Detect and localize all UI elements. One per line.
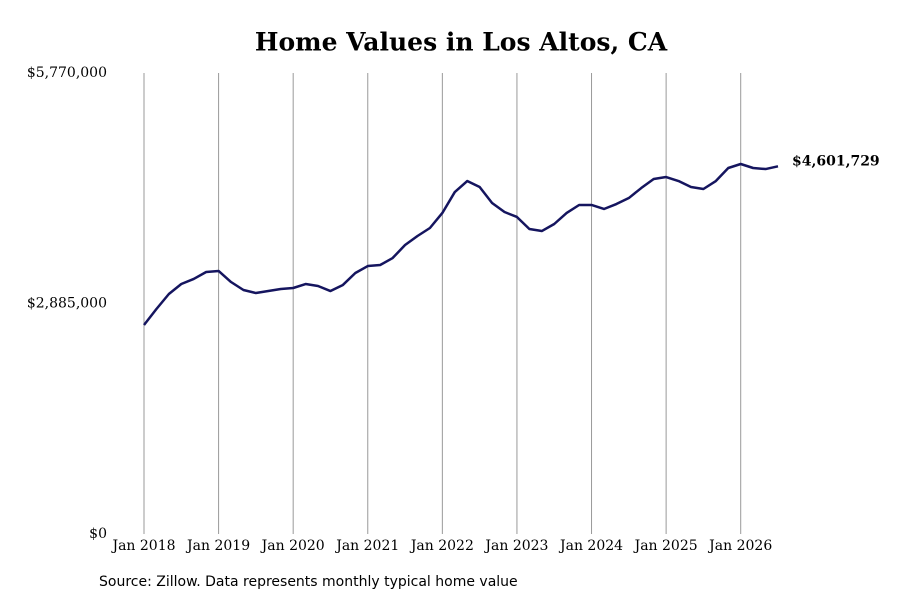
x-tick-label: Jan 2022 [409, 538, 474, 554]
chart-title: Home Values in Los Altos, CA [255, 28, 668, 57]
end-value-label: $4,601,729 [792, 153, 880, 169]
y-tick-label: $5,770,000 [27, 65, 107, 81]
x-tick-label: Jan 2020 [260, 538, 325, 554]
x-tick-label: Jan 2024 [558, 538, 623, 554]
line-series [143, 162, 779, 326]
x-tick-label: Jan 2023 [483, 538, 548, 554]
x-tick-label: Jan 2019 [185, 538, 250, 554]
x-tick-label: Jan 2026 [707, 538, 772, 554]
source-note: Source: Zillow. Data represents monthly … [99, 574, 518, 590]
x-tick-label: Jan 2018 [110, 538, 175, 554]
x-tick-label: Jan 2025 [633, 538, 698, 554]
y-tick-label: $0 [89, 526, 107, 542]
x-tick-label: Jan 2021 [334, 538, 399, 554]
y-tick-label: $2,885,000 [27, 296, 107, 312]
